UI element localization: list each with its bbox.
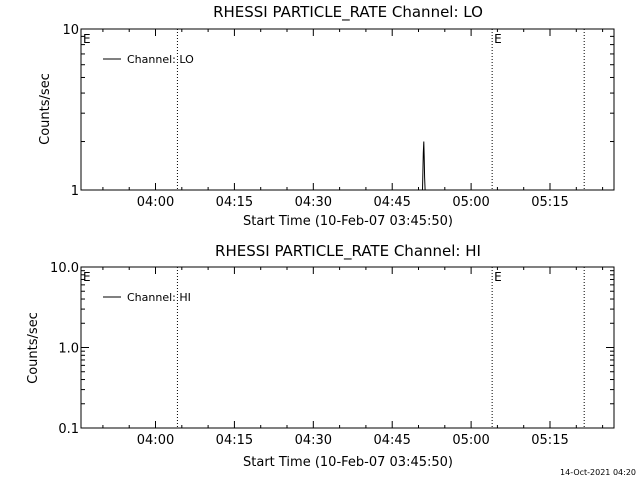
y-tick-label: 10 [62,23,79,38]
legend-label: Channel: HI [127,291,191,304]
x-tick-label: 05:00 [452,195,489,210]
x-tick-label: 05:15 [531,195,568,210]
event-marker-label: E [83,270,91,284]
series-line [422,141,426,191]
x-axis-label: Start Time (10-Feb-07 03:45:50) [243,455,453,470]
x-tick-label: 05:15 [531,433,568,448]
chart-title: RHESSI PARTICLE_RATE Channel: HI [215,242,481,261]
chart-title: RHESSI PARTICLE_RATE Channel: LO [213,3,483,22]
plot-timestamp: 14-Oct-2021 04:20 [560,468,636,477]
x-tick-label: 05:00 [452,433,489,448]
y-axis-label: Counts/sec [26,312,41,384]
x-tick-label: 04:45 [373,195,410,210]
plot-frame [80,28,615,191]
x-tick-label: 04:15 [216,433,253,448]
y-tick-label: 10.0 [50,261,79,276]
chart-panel-lo: RHESSI PARTICLE_RATE Channel: LO Start T… [38,3,615,229]
x-tick-label: 04:00 [137,433,174,448]
event-marker-label: E [494,270,502,284]
x-tick-label: 04:30 [295,433,332,448]
x-tick-label: 04:00 [137,195,174,210]
x-axis-label: Start Time (10-Feb-07 03:45:50) [243,214,453,229]
y-tick-label: 1.0 [58,342,79,357]
y-tick-label: 0.1 [58,422,79,437]
legend-label: Channel: LO [127,53,194,66]
x-tick-label: 04:30 [295,195,332,210]
y-tick-label: 1 [71,184,79,199]
event-marker-label: E [83,32,91,46]
y-axis-label: Counts/sec [38,73,53,145]
event-marker-label: E [494,32,502,46]
x-tick-label: 04:45 [373,433,410,448]
chart-panel-hi: RHESSI PARTICLE_RATE Channel: HI Start T… [26,242,615,470]
x-tick-label: 04:15 [216,195,253,210]
